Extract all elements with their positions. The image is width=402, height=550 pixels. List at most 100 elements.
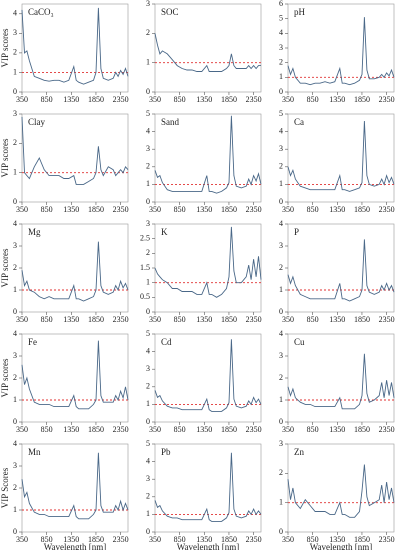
y-tick-label: 4 <box>146 346 150 355</box>
x-tick-label: 850 <box>174 425 186 434</box>
vip-line <box>21 452 129 520</box>
x-tick-label: 1850 <box>88 205 104 214</box>
x-tick-label: 1850 <box>88 535 104 544</box>
plot-frame <box>21 443 129 533</box>
plot-frame <box>287 113 395 203</box>
x-tick-label: 1850 <box>221 535 237 544</box>
x-tick-label: 850 <box>174 535 186 544</box>
y-tick-label: 3 <box>146 219 150 228</box>
x-tick-label: 1850 <box>221 315 237 324</box>
plot-frame <box>21 333 129 423</box>
y-tick-label: 2 <box>13 48 17 57</box>
x-tick-label: 2350 <box>113 535 129 544</box>
y-tick-label: 2 <box>146 248 150 257</box>
y-tick-label: 2 <box>146 382 150 391</box>
vip-line <box>154 339 262 412</box>
y-tick-label: 1.5 <box>140 263 150 272</box>
y-tick-label: 4 <box>279 219 283 228</box>
panel-title: CaCO₃ <box>28 7 54 17</box>
y-tick-label: 1 <box>146 509 150 518</box>
panel-title: Mn <box>28 447 41 457</box>
y-tick-label: 2 <box>146 162 150 171</box>
y-tick-label: 3 <box>279 241 283 250</box>
plot-frame <box>287 223 395 313</box>
vip-line <box>154 33 261 72</box>
y-tick-label: 3 <box>279 43 283 52</box>
y-axis-label: VIP scores <box>0 358 10 397</box>
plot-frame <box>21 223 129 313</box>
y-tick-label: 5 <box>279 109 283 118</box>
y-axis-label: VIP scores <box>0 28 10 67</box>
y-tick-label: 3 <box>146 0 150 8</box>
y-tick-label: 3 <box>13 461 17 470</box>
panel-title: P <box>294 227 299 237</box>
vip-line <box>21 340 129 410</box>
y-tick-label: 4 <box>279 329 283 338</box>
x-axis-label: Wavelength [nm] <box>310 542 373 550</box>
vip-line <box>287 353 395 410</box>
y-tick-label: 0 <box>279 307 283 316</box>
x-tick-label: 350 <box>282 535 294 544</box>
y-tick-label: 2 <box>146 28 150 37</box>
x-tick-label: 1850 <box>354 95 370 104</box>
x-tick-label: 350 <box>149 95 161 104</box>
plot-frame <box>287 443 395 533</box>
vip-line <box>287 120 395 192</box>
x-tick-label: 2350 <box>113 425 129 434</box>
x-tick-label: 350 <box>282 315 294 324</box>
y-tick-label: 2 <box>279 373 283 382</box>
x-tick-label: 2350 <box>246 315 262 324</box>
y-tick-label: 0 <box>279 197 283 206</box>
plot-frame <box>154 333 262 423</box>
x-tick-label: 350 <box>16 205 28 214</box>
y-tick-label: 5 <box>279 13 283 22</box>
x-tick-label: 2350 <box>113 205 129 214</box>
x-tick-label: 850 <box>307 205 319 214</box>
panel-title: SOC <box>161 7 179 17</box>
y-tick-label: 4 <box>146 456 150 465</box>
y-axis-label: VIP Scores <box>0 467 10 508</box>
x-tick-label: 2350 <box>246 425 262 434</box>
x-tick-label: 1850 <box>354 535 370 544</box>
y-tick-label: 3 <box>13 241 17 250</box>
y-tick-label: 3 <box>146 364 150 373</box>
y-tick-label: 1 <box>146 57 150 66</box>
x-tick-label: 2350 <box>113 95 129 104</box>
y-tick-label: 4 <box>13 9 17 18</box>
x-tick-label: 350 <box>282 205 294 214</box>
x-tick-label: 850 <box>41 95 53 104</box>
y-tick-label: 0 <box>279 87 283 96</box>
y-tick-label: 4 <box>13 219 17 228</box>
plot-frame <box>154 3 262 93</box>
plot-frame <box>287 3 395 93</box>
y-tick-label: 0 <box>13 307 17 316</box>
vip-line <box>287 464 395 518</box>
y-tick-label: 1 <box>279 72 283 81</box>
y-tick-label: 0 <box>146 197 150 206</box>
x-tick-label: 2350 <box>379 95 395 104</box>
panel-title: Mg <box>28 227 41 237</box>
y-tick-label: 3 <box>279 439 283 448</box>
x-tick-label: 850 <box>41 315 53 324</box>
y-tick-label: 2 <box>13 373 17 382</box>
x-tick-label: 1850 <box>88 315 104 324</box>
x-tick-label: 1850 <box>221 425 237 434</box>
x-tick-label: 2350 <box>379 535 395 544</box>
y-tick-label: 3 <box>146 144 150 153</box>
x-tick-label: 1350 <box>329 315 345 324</box>
y-tick-label: 1 <box>279 179 283 188</box>
x-tick-label: 2350 <box>246 535 262 544</box>
y-tick-label: 3 <box>13 28 17 37</box>
y-tick-label: 2 <box>146 492 150 501</box>
x-tick-label: 1350 <box>329 535 345 544</box>
x-tick-label: 1350 <box>63 535 79 544</box>
y-tick-label: 2 <box>13 483 17 492</box>
panel-title: Sand <box>161 117 180 127</box>
x-tick-label: 350 <box>149 535 161 544</box>
panel-title: Fe <box>28 337 37 347</box>
x-tick-label: 2350 <box>379 315 395 324</box>
y-tick-label: 1 <box>146 399 150 408</box>
y-tick-label: 3 <box>146 474 150 483</box>
